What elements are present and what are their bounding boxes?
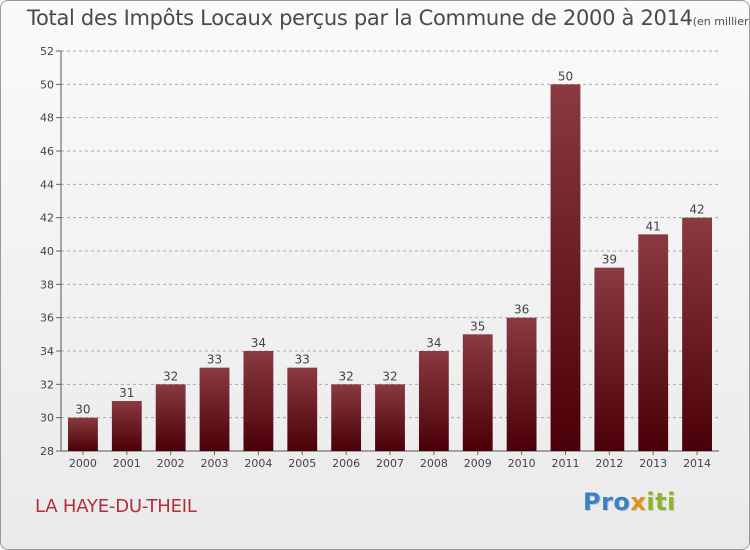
y-tick-label: 46 <box>40 145 54 158</box>
bar <box>68 417 98 451</box>
bar <box>243 351 274 451</box>
x-tick-label: 2000 <box>69 457 97 470</box>
bar-value-label: 41 <box>646 219 661 233</box>
commune-name: LA HAYE-DU-THEIL <box>35 496 197 517</box>
y-tick-label: 36 <box>40 312 54 325</box>
bar-value-label: 34 <box>251 336 266 350</box>
logo-part-1: Pro <box>583 488 631 516</box>
bar-value-label: 33 <box>207 353 222 367</box>
y-tick-label: 42 <box>40 212 54 225</box>
bar-value-label: 30 <box>75 403 90 417</box>
y-tick-label: 44 <box>40 178 54 191</box>
x-tick-label: 2014 <box>683 457 711 470</box>
x-tick-label: 2013 <box>639 457 667 470</box>
chart-title: Total des Impôts Locaux perçus par la Co… <box>27 6 749 30</box>
y-tick-label: 32 <box>40 378 54 391</box>
bar-value-label: 35 <box>470 319 485 333</box>
bar-value-label: 31 <box>119 386 134 400</box>
bar-value-label: 34 <box>426 336 441 350</box>
proxiti-logo[interactable]: Proxiti <box>583 488 676 516</box>
bar-value-label: 39 <box>602 253 617 267</box>
logo-part-3: iti <box>646 488 676 516</box>
y-tick-label: 34 <box>40 345 54 358</box>
chart-title-text: Total des Impôts Locaux perçus par la Co… <box>27 6 693 30</box>
y-tick-label: 28 <box>40 445 54 458</box>
x-tick-label: 2009 <box>464 457 492 470</box>
bar-value-label: 32 <box>163 369 178 383</box>
bar <box>462 334 493 451</box>
x-tick-label: 2004 <box>244 457 272 470</box>
bar <box>331 384 362 451</box>
bar-value-label: 36 <box>514 303 529 317</box>
x-tick-label: 2001 <box>113 457 141 470</box>
x-tick-label: 2008 <box>420 457 448 470</box>
chart-unit-note: (en milliers d'€) <box>692 15 749 28</box>
y-tick-label: 30 <box>40 412 54 425</box>
x-tick-label: 2003 <box>201 457 229 470</box>
bar-value-label: 32 <box>382 369 397 383</box>
bar <box>682 217 712 451</box>
bar <box>506 317 537 451</box>
bar <box>418 351 449 451</box>
y-tick-label: 40 <box>40 245 54 258</box>
x-tick-label: 2005 <box>288 457 316 470</box>
bar-value-label: 32 <box>338 369 353 383</box>
x-tick-label: 2006 <box>332 457 360 470</box>
bar <box>155 384 186 451</box>
bar <box>638 234 669 451</box>
x-tick-label: 2010 <box>508 457 536 470</box>
x-tick-label: 2012 <box>595 457 623 470</box>
bar <box>199 367 230 451</box>
x-tick-label: 2011 <box>551 457 579 470</box>
bar <box>375 384 405 451</box>
bar <box>594 267 625 451</box>
bar-value-label: 42 <box>689 203 704 217</box>
y-tick-label: 52 <box>40 45 54 58</box>
y-tick-label: 48 <box>40 112 54 125</box>
y-tick-label: 50 <box>40 78 54 91</box>
bar <box>111 401 142 451</box>
x-tick-label: 2007 <box>376 457 404 470</box>
bar <box>550 84 581 451</box>
bar <box>287 367 318 451</box>
x-tick-label: 2002 <box>157 457 185 470</box>
y-tick-label: 38 <box>40 278 54 291</box>
logo-part-2: x <box>630 488 647 516</box>
bar-value-label: 50 <box>558 69 573 83</box>
bar-value-label: 33 <box>295 353 310 367</box>
